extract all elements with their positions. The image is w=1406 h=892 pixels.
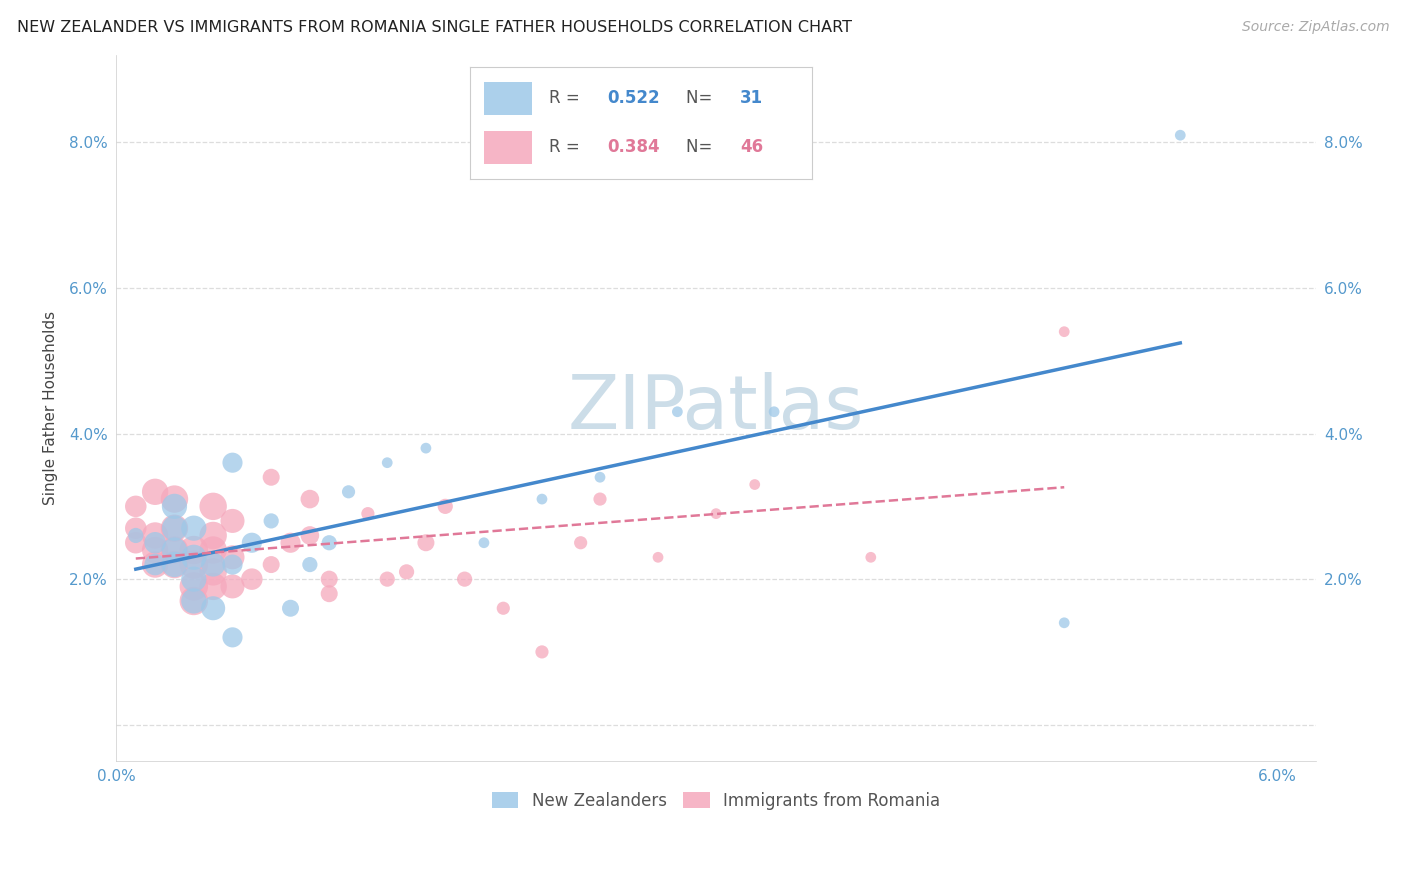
Point: [143, 528, 166, 542]
Legend: New Zealanders, Immigrants from Romania: New Zealanders, Immigrants from Romania: [485, 785, 948, 816]
Point: [569, 535, 592, 549]
Point: [434, 500, 457, 514]
Point: [337, 484, 360, 499]
Point: [260, 514, 283, 528]
Point: [202, 528, 225, 542]
Point: [221, 456, 243, 470]
Text: Source: ZipAtlas.com: Source: ZipAtlas.com: [1241, 20, 1389, 34]
Point: [202, 543, 225, 558]
Point: [1053, 615, 1076, 630]
Point: [183, 594, 205, 608]
Point: [202, 558, 225, 572]
Point: [125, 528, 148, 542]
Point: [260, 558, 283, 572]
Point: [183, 572, 205, 586]
Point: [472, 535, 495, 549]
Point: [298, 492, 321, 507]
Point: [143, 558, 166, 572]
Point: [704, 507, 727, 521]
Point: [375, 572, 398, 586]
Point: [318, 572, 340, 586]
Point: [143, 535, 166, 549]
Point: [163, 492, 186, 507]
Point: [280, 601, 302, 615]
Y-axis label: Single Father Households: Single Father Households: [44, 311, 58, 505]
Point: [163, 543, 186, 558]
Point: [202, 579, 225, 593]
Point: [260, 470, 283, 484]
Point: [240, 535, 263, 549]
Point: [202, 500, 225, 514]
Point: [589, 492, 612, 507]
Point: [666, 405, 689, 419]
Point: [298, 558, 321, 572]
Point: [318, 535, 340, 549]
Point: [221, 579, 243, 593]
Point: [492, 601, 515, 615]
Point: [143, 484, 166, 499]
Point: [163, 543, 186, 558]
Point: [202, 601, 225, 615]
Point: [163, 521, 186, 535]
Point: [1168, 128, 1191, 143]
Point: [280, 535, 302, 549]
Point: [125, 500, 148, 514]
Point: [589, 470, 612, 484]
Point: [143, 543, 166, 558]
Point: [375, 456, 398, 470]
Point: [1053, 325, 1076, 339]
Point: [530, 492, 553, 507]
Point: [163, 558, 186, 572]
Point: [859, 550, 882, 565]
Point: [221, 558, 243, 572]
Point: [183, 521, 205, 535]
Point: [183, 594, 205, 608]
Point: [647, 550, 669, 565]
Point: [240, 572, 263, 586]
Point: [395, 565, 418, 579]
Point: [221, 514, 243, 528]
Point: [163, 500, 186, 514]
Point: [163, 558, 186, 572]
Point: [763, 405, 786, 419]
Point: [202, 565, 225, 579]
Point: [415, 535, 437, 549]
Point: [183, 550, 205, 565]
Point: [143, 558, 166, 572]
Text: ZIPatlas: ZIPatlas: [568, 372, 865, 444]
Point: [453, 572, 475, 586]
Point: [415, 441, 437, 455]
Point: [221, 631, 243, 645]
Point: [183, 558, 205, 572]
Point: [163, 521, 186, 535]
Point: [125, 521, 148, 535]
Text: NEW ZEALANDER VS IMMIGRANTS FROM ROMANIA SINGLE FATHER HOUSEHOLDS CORRELATION CH: NEW ZEALANDER VS IMMIGRANTS FROM ROMANIA…: [17, 20, 852, 35]
Point: [318, 587, 340, 601]
Point: [125, 535, 148, 549]
Point: [744, 477, 766, 491]
Point: [530, 645, 553, 659]
Point: [183, 543, 205, 558]
Point: [221, 550, 243, 565]
Point: [183, 579, 205, 593]
Point: [357, 507, 380, 521]
Point: [298, 528, 321, 542]
